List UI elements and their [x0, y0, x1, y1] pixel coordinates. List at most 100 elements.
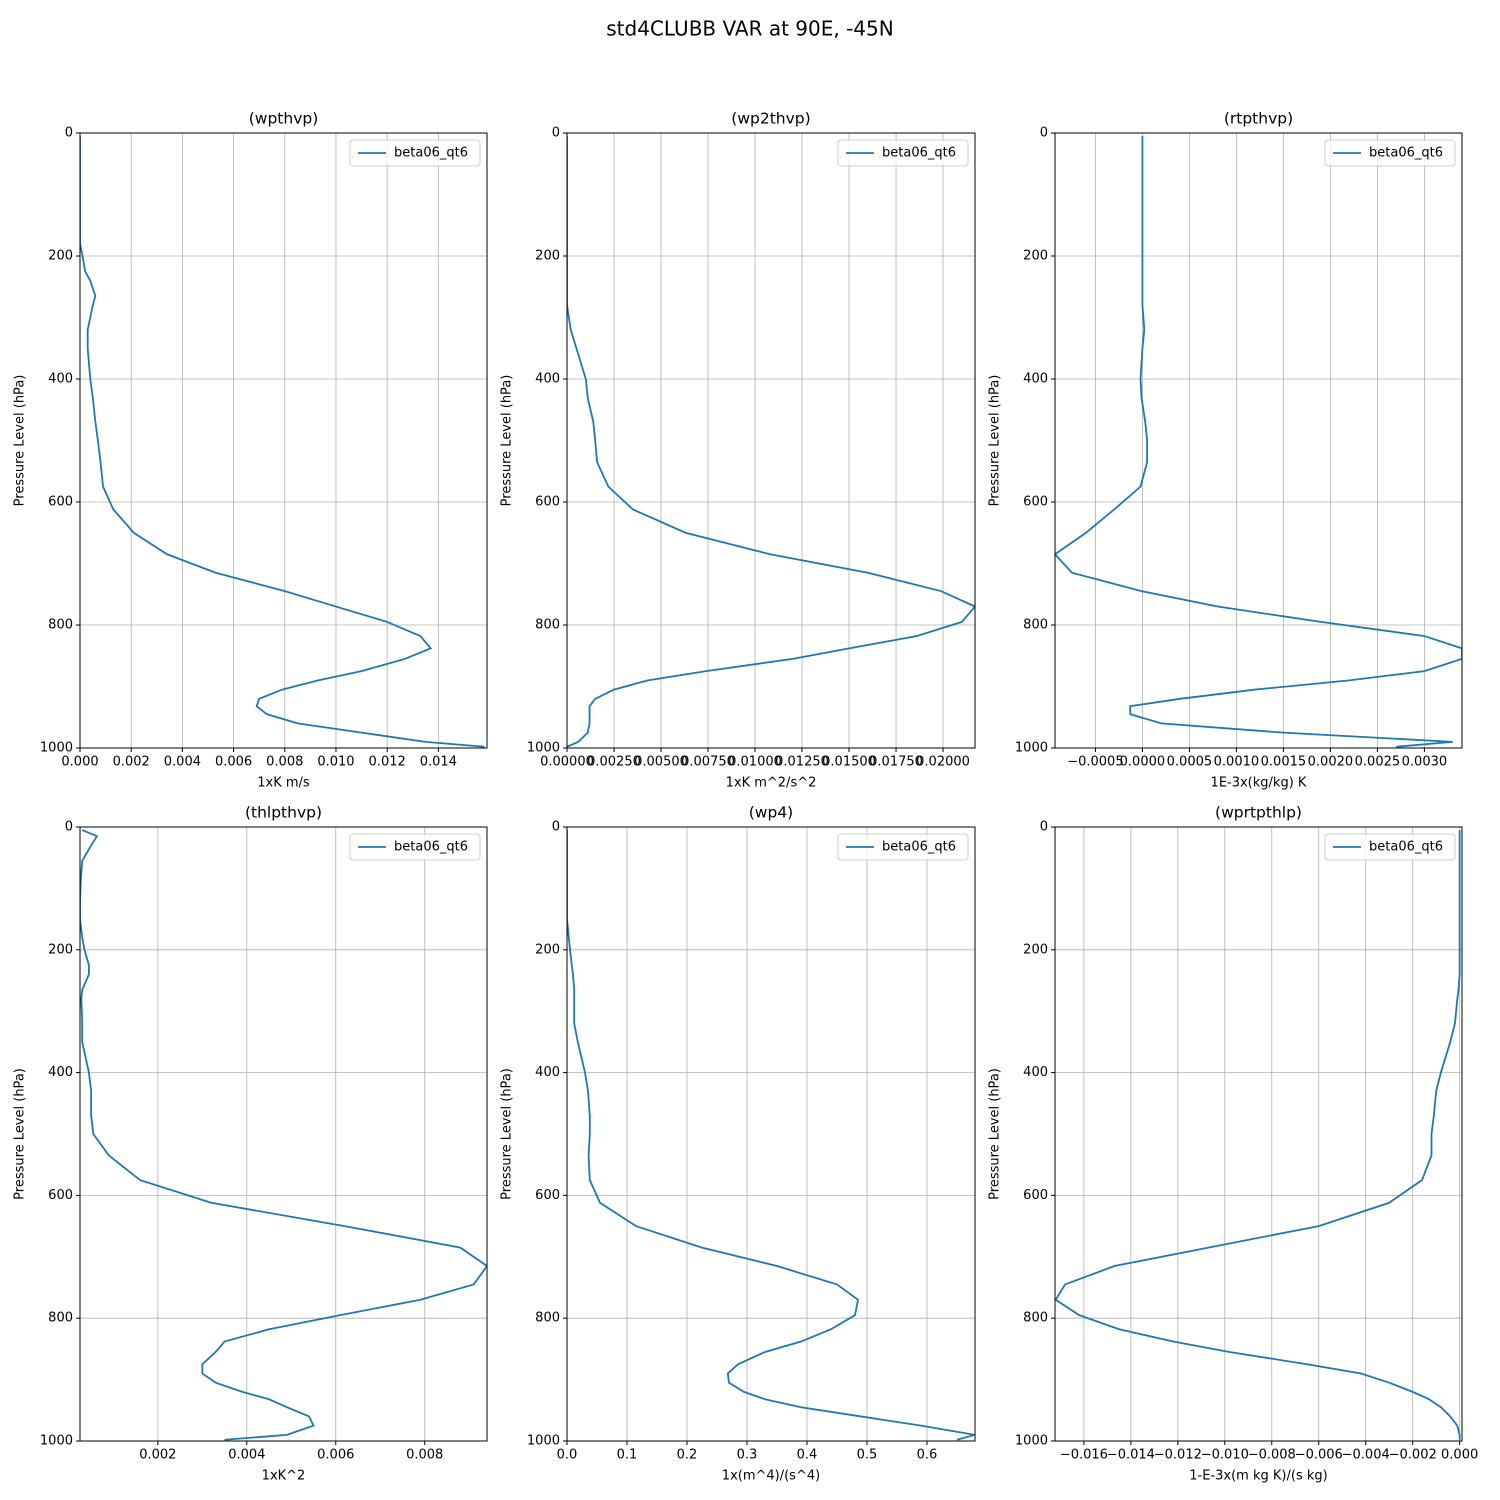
plot-area: [80, 136, 485, 748]
y-tick-label: 600: [1023, 495, 1048, 510]
y-tick-label: 800: [48, 1311, 73, 1326]
plot-area: [567, 830, 975, 1441]
y-tick-label: 200: [1023, 249, 1048, 264]
axes-title: (wprtpthlp): [1215, 804, 1302, 822]
y-tick-label: 200: [1023, 942, 1048, 957]
y-tick-label: 0: [1040, 820, 1048, 835]
x-tick-label: 0.002: [139, 1448, 176, 1463]
y-tick-label: 1000: [40, 1434, 73, 1449]
legend-label: beta06_qt6: [394, 146, 468, 161]
plot-area: [1055, 830, 1461, 1440]
x-axis-label: 1xK m/s: [257, 776, 310, 791]
y-tick-label: 600: [535, 1188, 560, 1203]
axes-title: (rtpthvp): [1224, 110, 1293, 128]
x-tick-label: 0.0005: [1167, 755, 1213, 770]
y-tick-label: 0: [65, 126, 73, 141]
y-axis-label: Pressure Level (hPa): [988, 375, 1003, 507]
y-tick-label: 0: [552, 820, 560, 835]
x-tick-label: 0.004: [228, 1448, 265, 1463]
y-tick-label: 1000: [40, 741, 73, 756]
legend-box: [349, 833, 481, 861]
x-tick-label: 0.01250: [775, 755, 829, 770]
axes-frame: [1054, 132, 1463, 749]
x-tick-label: 0.012: [369, 755, 406, 770]
y-tick-label: 600: [48, 495, 73, 510]
y-tick-label: 200: [535, 942, 560, 957]
y-tick-label: 400: [535, 372, 560, 387]
y-tick-label: 0: [65, 820, 73, 835]
axes-frame: [566, 132, 976, 749]
y-tick-label: 400: [48, 1065, 73, 1080]
x-tick-label: 0.00500: [634, 755, 688, 770]
x-tick-label: 0.00750: [681, 755, 735, 770]
y-tick-label: 600: [1023, 1188, 1048, 1203]
y-tick-label: 400: [1023, 372, 1048, 387]
y-tick-label: 400: [535, 1065, 560, 1080]
x-tick-label: 0.00250: [587, 755, 641, 770]
x-tick-label: −0.014: [1107, 1448, 1155, 1463]
axes-title: (wp4): [749, 804, 793, 822]
x-tick-label: 0.02000: [916, 755, 970, 770]
x-tick-label: 0.00000: [540, 755, 594, 770]
y-tick-label: 400: [1023, 1065, 1048, 1080]
x-tick-label: 0.01500: [822, 755, 876, 770]
x-tick-label: 0.0030: [1402, 755, 1448, 770]
legend-label: beta06_qt6: [882, 840, 956, 855]
y-axis-label: Pressure Level (hPa): [500, 375, 515, 507]
x-tick-label: 0.5: [857, 1448, 878, 1463]
x-tick-label: 0.0015: [1261, 755, 1307, 770]
data-line: [80, 829, 487, 1441]
y-tick-label: 800: [1023, 618, 1048, 633]
y-tick-label: 800: [535, 618, 560, 633]
x-tick-label: 0.0000: [1120, 755, 1166, 770]
y-tick-label: 800: [1023, 1311, 1048, 1326]
axes-frame: [1054, 826, 1463, 1442]
x-axis-label: 1E-3x(kg/kg) K: [1211, 776, 1307, 791]
x-axis-label: 1-E-3x(m kg K)/(s kg): [1189, 1469, 1327, 1484]
x-tick-label: 0.000: [1441, 1448, 1478, 1463]
x-tick-label: 0.0020: [1308, 755, 1354, 770]
y-axis-label: Pressure Level (hPa): [500, 1068, 515, 1200]
axes-title: (wp2thvp): [731, 110, 810, 128]
x-tick-label: −0.002: [1389, 1448, 1437, 1463]
axes-title: (wpthvp): [249, 110, 319, 128]
legend-box: [1324, 833, 1456, 861]
x-tick-label: 0.2: [677, 1448, 698, 1463]
x-axis-label: 1x(m^4)/(s^4): [722, 1469, 820, 1484]
axes-frame: [79, 132, 488, 749]
figure-title: std4CLUBB VAR at 90E, -45N: [606, 17, 893, 41]
x-tick-label: 0.000: [61, 755, 98, 770]
data-line: [80, 136, 485, 748]
x-tick-label: 0.01000: [728, 755, 782, 770]
y-tick-label: 0: [1040, 126, 1048, 141]
y-tick-label: 600: [48, 1188, 73, 1203]
x-axis-label: 1xK m^2/s^2: [726, 776, 817, 791]
x-tick-label: 0.3: [737, 1448, 758, 1463]
x-tick-label: 0.002: [113, 755, 150, 770]
x-tick-label: 0.006: [317, 1448, 354, 1463]
y-tick-label: 0: [552, 126, 560, 141]
x-tick-label: 0.008: [266, 755, 303, 770]
x-tick-label: 0.6: [917, 1448, 938, 1463]
data-line: [1055, 136, 1462, 748]
y-tick-label: 200: [48, 249, 73, 264]
x-tick-label: 0.01750: [869, 755, 923, 770]
legend-box: [837, 139, 969, 167]
y-tick-label: 200: [48, 942, 73, 957]
legend-label: beta06_qt6: [1369, 146, 1443, 161]
plot-area: [80, 829, 487, 1441]
x-tick-label: −0.008: [1248, 1448, 1296, 1463]
x-tick-label: −0.016: [1060, 1448, 1108, 1463]
y-axis-label: Pressure Level (hPa): [13, 1068, 28, 1200]
axes-title: (thlpthvp): [245, 804, 322, 822]
legend-box: [837, 833, 969, 861]
x-tick-label: −0.012: [1154, 1448, 1202, 1463]
y-tick-label: 1000: [1015, 1434, 1048, 1449]
x-tick-label: 0.008: [406, 1448, 443, 1463]
legend-label: beta06_qt6: [1369, 840, 1443, 855]
x-tick-label: 0.0010: [1214, 755, 1260, 770]
x-tick-label: −0.010: [1201, 1448, 1249, 1463]
x-tick-label: 0.010: [317, 755, 354, 770]
data-line: [1055, 830, 1461, 1440]
